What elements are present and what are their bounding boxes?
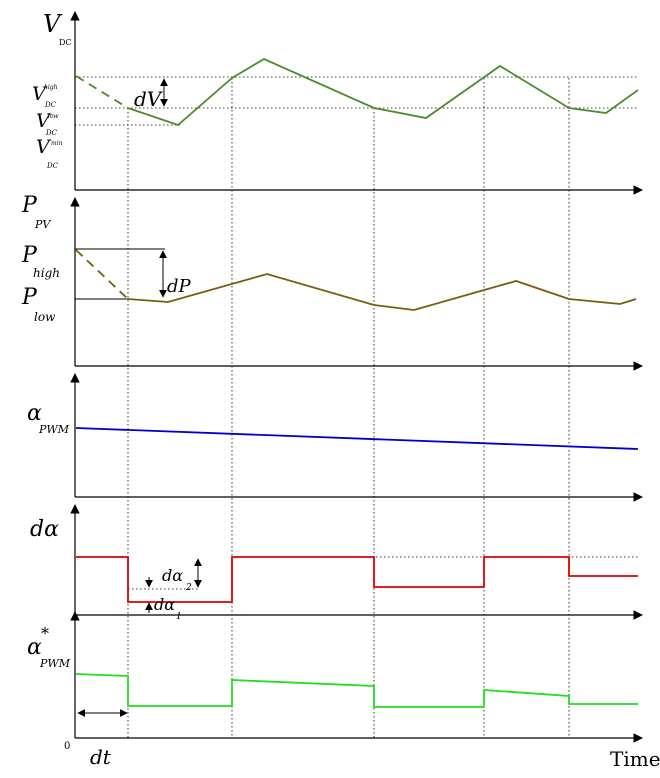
time-axis-label: Time	[610, 747, 660, 771]
reference-lines	[75, 76, 638, 590]
apwm-label: α	[27, 401, 42, 426]
vmin-label: V	[36, 136, 52, 158]
waveforms	[75, 57, 639, 708]
ppv-waveform	[127, 273, 637, 311]
origin-label: 0	[64, 741, 70, 752]
vhigh-label-sup: high	[44, 84, 58, 91]
vhigh-label: V	[32, 83, 48, 105]
vmin-label-sup: min	[51, 140, 63, 147]
dalpha2-label-sub: 2	[185, 583, 192, 593]
ppv-label: P	[21, 193, 38, 218]
vdc-label-sub: DC	[59, 38, 72, 47]
apwm-label-sub: PWM	[38, 423, 70, 436]
phigh-label: P	[21, 243, 38, 268]
dalpha-label: dα	[30, 517, 59, 542]
ppv-label-sub: PV	[34, 218, 51, 231]
labels: V DC V high DC V low DC V min DC dV P PV…	[21, 10, 660, 771]
plow-label: P	[21, 285, 38, 310]
dalpha1-label: dα	[154, 595, 175, 614]
dt-label: dt	[90, 745, 112, 769]
phigh-label-sub: high	[33, 266, 60, 280]
axes	[70, 11, 643, 743]
vhigh-label-sub: DC	[44, 101, 57, 109]
ppv-dashed-segment	[75, 249, 129, 300]
astar-label-sub: PWM	[39, 657, 71, 670]
vlow-label: V	[36, 110, 52, 132]
plow-label-sub: low	[34, 310, 56, 324]
apwm-waveform	[75, 427, 639, 450]
dalpha1-label-sub: 1	[176, 612, 182, 622]
vdc-label: V	[43, 10, 63, 38]
dalpha2-label: dα	[162, 566, 183, 585]
vdc-dashed-segment	[75, 75, 129, 109]
solid-refs	[75, 248, 165, 300]
dalpha-waveform	[76, 556, 638, 603]
astar-label: α	[27, 635, 42, 660]
vlow-label-sub: DC	[45, 129, 58, 137]
vdc-waveform	[127, 57, 639, 127]
dp-label: dP	[167, 276, 192, 297]
time-guides	[127, 78, 570, 738]
astar-waveform	[75, 673, 638, 708]
astar-label-sup: *	[41, 624, 49, 643]
vlow-label-sup: low	[48, 113, 60, 120]
vmin-label-sub: DC	[46, 162, 59, 170]
dv-label: dV	[134, 87, 164, 111]
dimension-arrows	[77, 78, 202, 717]
